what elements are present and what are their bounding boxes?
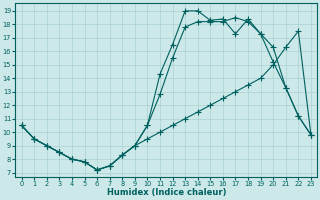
X-axis label: Humidex (Indice chaleur): Humidex (Indice chaleur) — [107, 188, 226, 197]
